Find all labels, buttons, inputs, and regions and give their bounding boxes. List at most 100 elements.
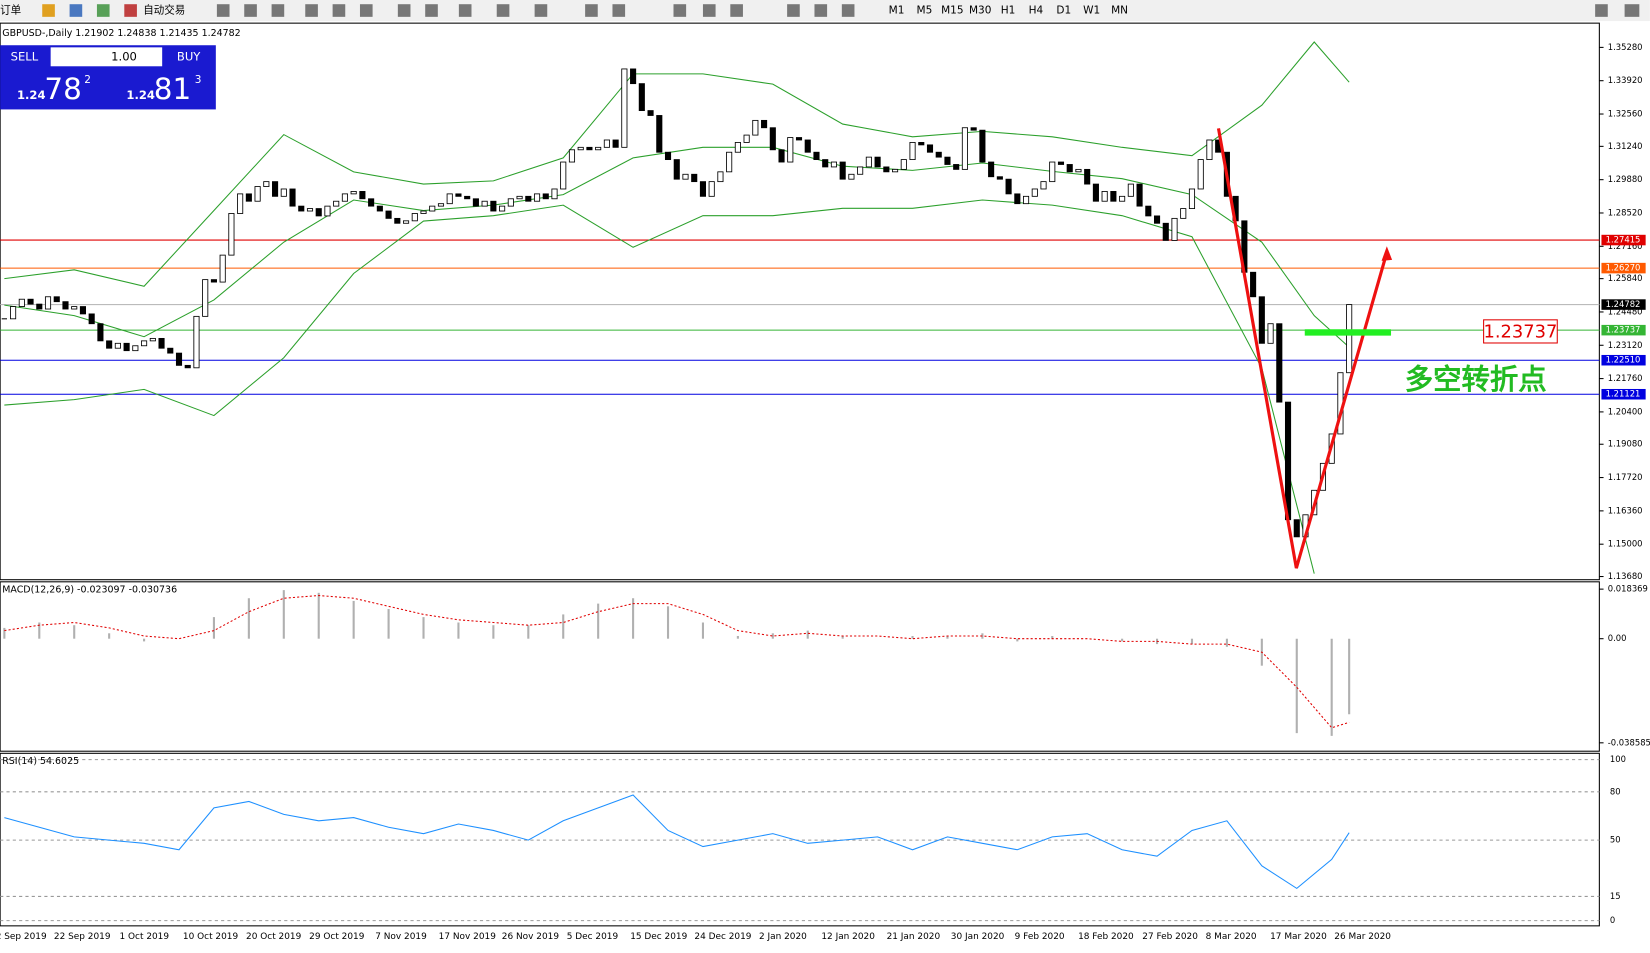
icon[interactable] bbox=[458, 4, 472, 17]
y-tick-label: 1.21760 bbox=[1608, 373, 1643, 383]
icon[interactable] bbox=[96, 4, 110, 17]
chat[interactable] bbox=[1624, 4, 1640, 17]
icon[interactable] bbox=[216, 4, 230, 17]
y-tick-label: 15 bbox=[1610, 891, 1621, 901]
x-tick-label: 15 Dec 2019 bbox=[630, 932, 687, 942]
icon[interactable] bbox=[534, 4, 548, 17]
icon[interactable] bbox=[702, 4, 716, 17]
candle bbox=[664, 151, 672, 161]
candle bbox=[1014, 193, 1021, 205]
candle bbox=[1153, 215, 1161, 224]
icon[interactable] bbox=[814, 4, 828, 17]
icon[interactable] bbox=[69, 4, 83, 17]
timeframe[interactable]: MN bbox=[1111, 5, 1128, 17]
timeframe[interactable]: M15 bbox=[941, 5, 963, 17]
pivot-label: 多空转折点 bbox=[1405, 363, 1547, 396]
candle bbox=[761, 119, 768, 129]
candle bbox=[883, 166, 890, 173]
x-tick-label: 2 Sep 2019 bbox=[0, 932, 47, 942]
timeframe[interactable]: H4 bbox=[1029, 5, 1044, 17]
level-tag bbox=[1601, 234, 1646, 246]
icon[interactable] bbox=[397, 4, 411, 17]
candle bbox=[437, 203, 445, 207]
candle bbox=[394, 217, 401, 224]
buy-price-sup: 3 bbox=[195, 74, 202, 86]
chart-title: GBPUSD-,Daily 1.21902 1.24838 1.21435 1.… bbox=[2, 28, 240, 39]
candle bbox=[79, 306, 87, 315]
y-tick-label: 80 bbox=[1610, 786, 1621, 796]
candle bbox=[1267, 323, 1274, 344]
lots[interactable]: 1.00 bbox=[111, 49, 137, 63]
y-tick-label: 1.15000 bbox=[1608, 539, 1643, 549]
candle bbox=[1031, 188, 1038, 197]
level-label: 1.27415 bbox=[1606, 235, 1641, 245]
timeframe[interactable]: M1 bbox=[889, 5, 905, 17]
icon[interactable] bbox=[244, 4, 257, 17]
main-pane bbox=[0, 22, 1600, 581]
sell-price-sup: 2 bbox=[84, 74, 91, 86]
timeframe[interactable]: D1 bbox=[1056, 5, 1071, 17]
candle bbox=[53, 296, 60, 303]
candle bbox=[254, 186, 261, 202]
x-tick-label: 21 Jan 2020 bbox=[887, 932, 941, 942]
candle bbox=[673, 159, 680, 180]
new-order[interactable]: 订单 bbox=[0, 5, 21, 17]
icon[interactable] bbox=[359, 4, 373, 17]
timeframe[interactable]: H1 bbox=[1001, 5, 1016, 17]
timeframe[interactable]: M5 bbox=[917, 5, 933, 17]
search[interactable] bbox=[1595, 4, 1608, 17]
y-tick-label: 1.25840 bbox=[1608, 273, 1643, 283]
level-tag bbox=[1601, 324, 1646, 336]
bollinger-band bbox=[4, 199, 1315, 574]
icon[interactable] bbox=[612, 4, 626, 17]
candle bbox=[839, 161, 846, 180]
icon[interactable] bbox=[841, 4, 855, 17]
candle bbox=[918, 142, 925, 146]
icon[interactable] bbox=[496, 4, 510, 17]
candle bbox=[97, 323, 104, 342]
buy-price-digits: 81 bbox=[154, 72, 191, 106]
candle bbox=[769, 127, 776, 151]
sell-button[interactable]: SELL bbox=[11, 49, 39, 63]
icon[interactable] bbox=[42, 4, 55, 17]
icon[interactable] bbox=[425, 4, 438, 17]
icon[interactable] bbox=[673, 4, 687, 17]
x-tick-label: 1 Oct 2019 bbox=[119, 932, 169, 942]
y-tick-label: 1.27160 bbox=[1608, 241, 1643, 251]
candle bbox=[909, 142, 916, 161]
y-tick-label: 1.33920 bbox=[1608, 75, 1643, 85]
candle bbox=[114, 342, 121, 349]
candle bbox=[1162, 222, 1169, 241]
buy-button[interactable]: BUY bbox=[177, 49, 201, 63]
buy-price-big: 1.24 bbox=[126, 88, 155, 102]
candle bbox=[726, 151, 733, 173]
candle bbox=[167, 347, 174, 354]
icon[interactable] bbox=[585, 4, 598, 17]
y-tick-label: 50 bbox=[1610, 835, 1621, 845]
candle bbox=[865, 156, 872, 168]
price-box-label: 1.23737 bbox=[1483, 321, 1557, 342]
candle bbox=[245, 193, 252, 202]
icon[interactable] bbox=[305, 4, 318, 17]
icon[interactable] bbox=[730, 4, 743, 17]
icon[interactable] bbox=[332, 4, 346, 17]
candle bbox=[516, 195, 523, 200]
candle bbox=[272, 181, 279, 197]
candle bbox=[699, 181, 707, 197]
lots-box[interactable] bbox=[50, 47, 163, 67]
candle bbox=[1136, 183, 1143, 207]
candle bbox=[822, 159, 829, 168]
candle bbox=[1057, 161, 1065, 165]
icon[interactable] bbox=[787, 4, 800, 17]
icon[interactable] bbox=[271, 4, 285, 17]
candle bbox=[900, 159, 907, 170]
candle bbox=[1197, 159, 1204, 190]
candle bbox=[368, 198, 375, 207]
timeframe[interactable]: M30 bbox=[969, 5, 991, 17]
auto-trade[interactable]: 自动交易 bbox=[143, 4, 185, 17]
icon[interactable] bbox=[124, 4, 137, 17]
candle bbox=[621, 68, 628, 148]
candle bbox=[1293, 519, 1300, 538]
timeframe[interactable]: W1 bbox=[1083, 5, 1100, 17]
